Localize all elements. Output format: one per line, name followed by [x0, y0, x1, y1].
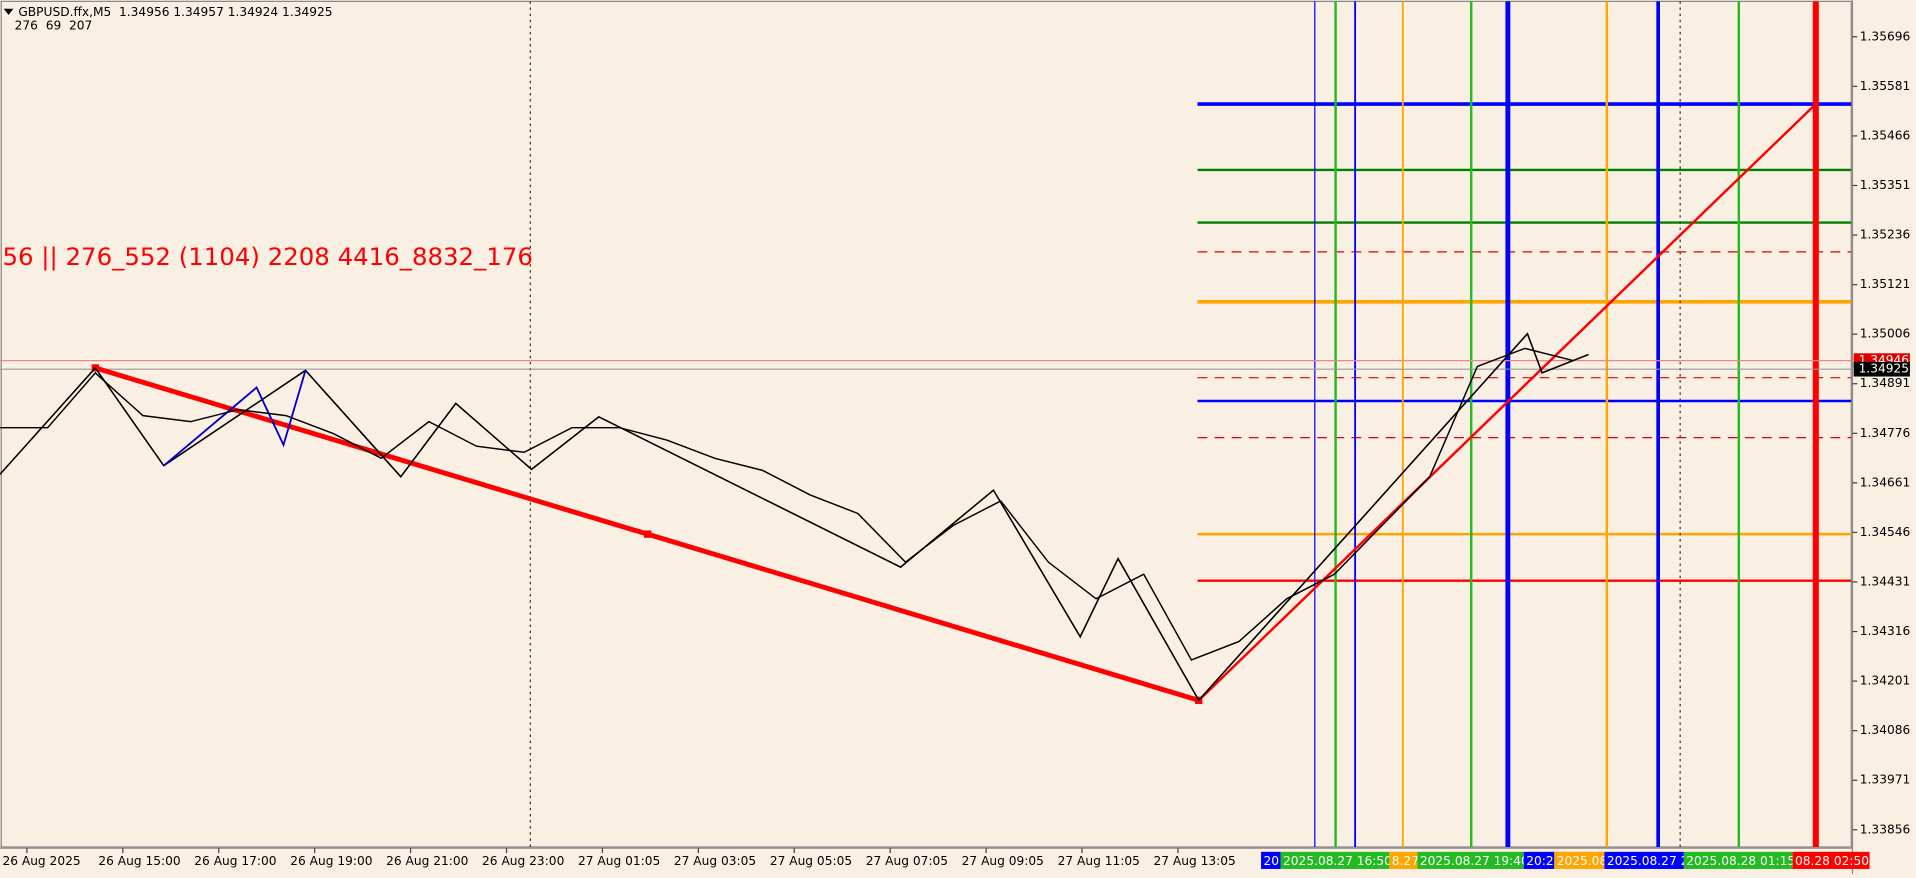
- plot-frame: [0, 0, 1852, 848]
- price-label: 1.34776: [1860, 426, 1910, 440]
- time-label: 27 Aug 13:05: [1154, 854, 1236, 868]
- time-marker-box: [1792, 851, 1870, 869]
- time-marker-label: 08.28 02:50: [1795, 854, 1869, 868]
- trend-line: [1197, 103, 1817, 702]
- time-marker-label: 2025.08.27 19:40: [1420, 854, 1529, 868]
- price-label: 1.34546: [1860, 525, 1910, 539]
- time-marker-label: 8.27: [1392, 854, 1419, 868]
- symbol-info: GBPUSD.ffx,M5 1.34956 1.34957 1.34924 1.…: [18, 5, 332, 19]
- time-label: 27 Aug 01:05: [578, 854, 660, 868]
- time-marker-box: [1280, 851, 1390, 869]
- zigzag-small: [163, 370, 307, 467]
- time-marker-label: 2025.08: [1557, 854, 1607, 868]
- time-label: 26 Aug 17:00: [194, 854, 276, 868]
- time-label: 26 Aug 23:00: [482, 854, 564, 868]
- anchor: [643, 530, 652, 538]
- time-label: 26 Aug 21:00: [386, 854, 468, 868]
- price-label: 1.35121: [1860, 277, 1910, 291]
- time-marker-box: [1554, 851, 1605, 869]
- time-marker-box: [1417, 851, 1524, 869]
- time-label: 27 Aug 03:05: [674, 854, 756, 868]
- price-label: 1.35351: [1860, 178, 1910, 192]
- price-label: 1.34661: [1860, 475, 1910, 489]
- price-label: 1.35236: [1860, 228, 1910, 242]
- menu-arrow: [3, 8, 14, 15]
- price-label: 1.33856: [1860, 822, 1910, 836]
- time-marker-label: 2025.08.28 01:15: [1686, 854, 1795, 868]
- time-label: 26 Aug 19:00: [290, 854, 372, 868]
- overlay-text: 56 || 276_552 (1104) 2208 4416_8832_176: [2, 242, 532, 271]
- time-label: 27 Aug 09:05: [962, 854, 1044, 868]
- time-label: 27 Aug 05:05: [770, 854, 852, 868]
- indicator-info: 276 69 207: [15, 18, 93, 32]
- time-marker-box: [1389, 851, 1418, 869]
- time-label: 26 Aug 15:00: [98, 854, 180, 868]
- time-marker-box: [1523, 851, 1555, 869]
- price-label: 1.34316: [1860, 624, 1910, 638]
- time-label: 27 Aug 07:05: [866, 854, 948, 868]
- time-marker-label: 2025.08.27 2: [1607, 854, 1689, 868]
- price-label: 1.33971: [1860, 773, 1910, 787]
- price-label: 1.35466: [1860, 128, 1910, 142]
- price-label: 1.35581: [1860, 79, 1910, 93]
- time-label: 27 Aug 11:05: [1058, 854, 1140, 868]
- price-label: 1.35006: [1860, 327, 1910, 341]
- vertical-markers: [1314, 1, 1819, 847]
- price-label: 1.34086: [1860, 723, 1910, 737]
- price-label: 1.34891: [1860, 376, 1910, 390]
- time-marker-label: 2025.08.27 16:50: [1283, 854, 1392, 868]
- price-line: [0, 347, 1573, 661]
- time-marker-box: [1261, 851, 1281, 869]
- time-marker-box: [1683, 851, 1793, 869]
- time-marker-label: 20:2: [1526, 854, 1553, 868]
- price-label: 1.35696: [1860, 29, 1910, 43]
- time-label: 26 Aug 2025: [2, 854, 80, 868]
- time-marker-box: [1604, 851, 1684, 869]
- price-tag-box: [1853, 361, 1910, 377]
- price-label: 1.34431: [1860, 574, 1910, 588]
- price-tag-label: 1.34925: [1859, 362, 1909, 376]
- zigzag: [0, 332, 1589, 702]
- time-marker-label: 20: [1263, 854, 1279, 868]
- price-label: 1.34201: [1860, 674, 1910, 688]
